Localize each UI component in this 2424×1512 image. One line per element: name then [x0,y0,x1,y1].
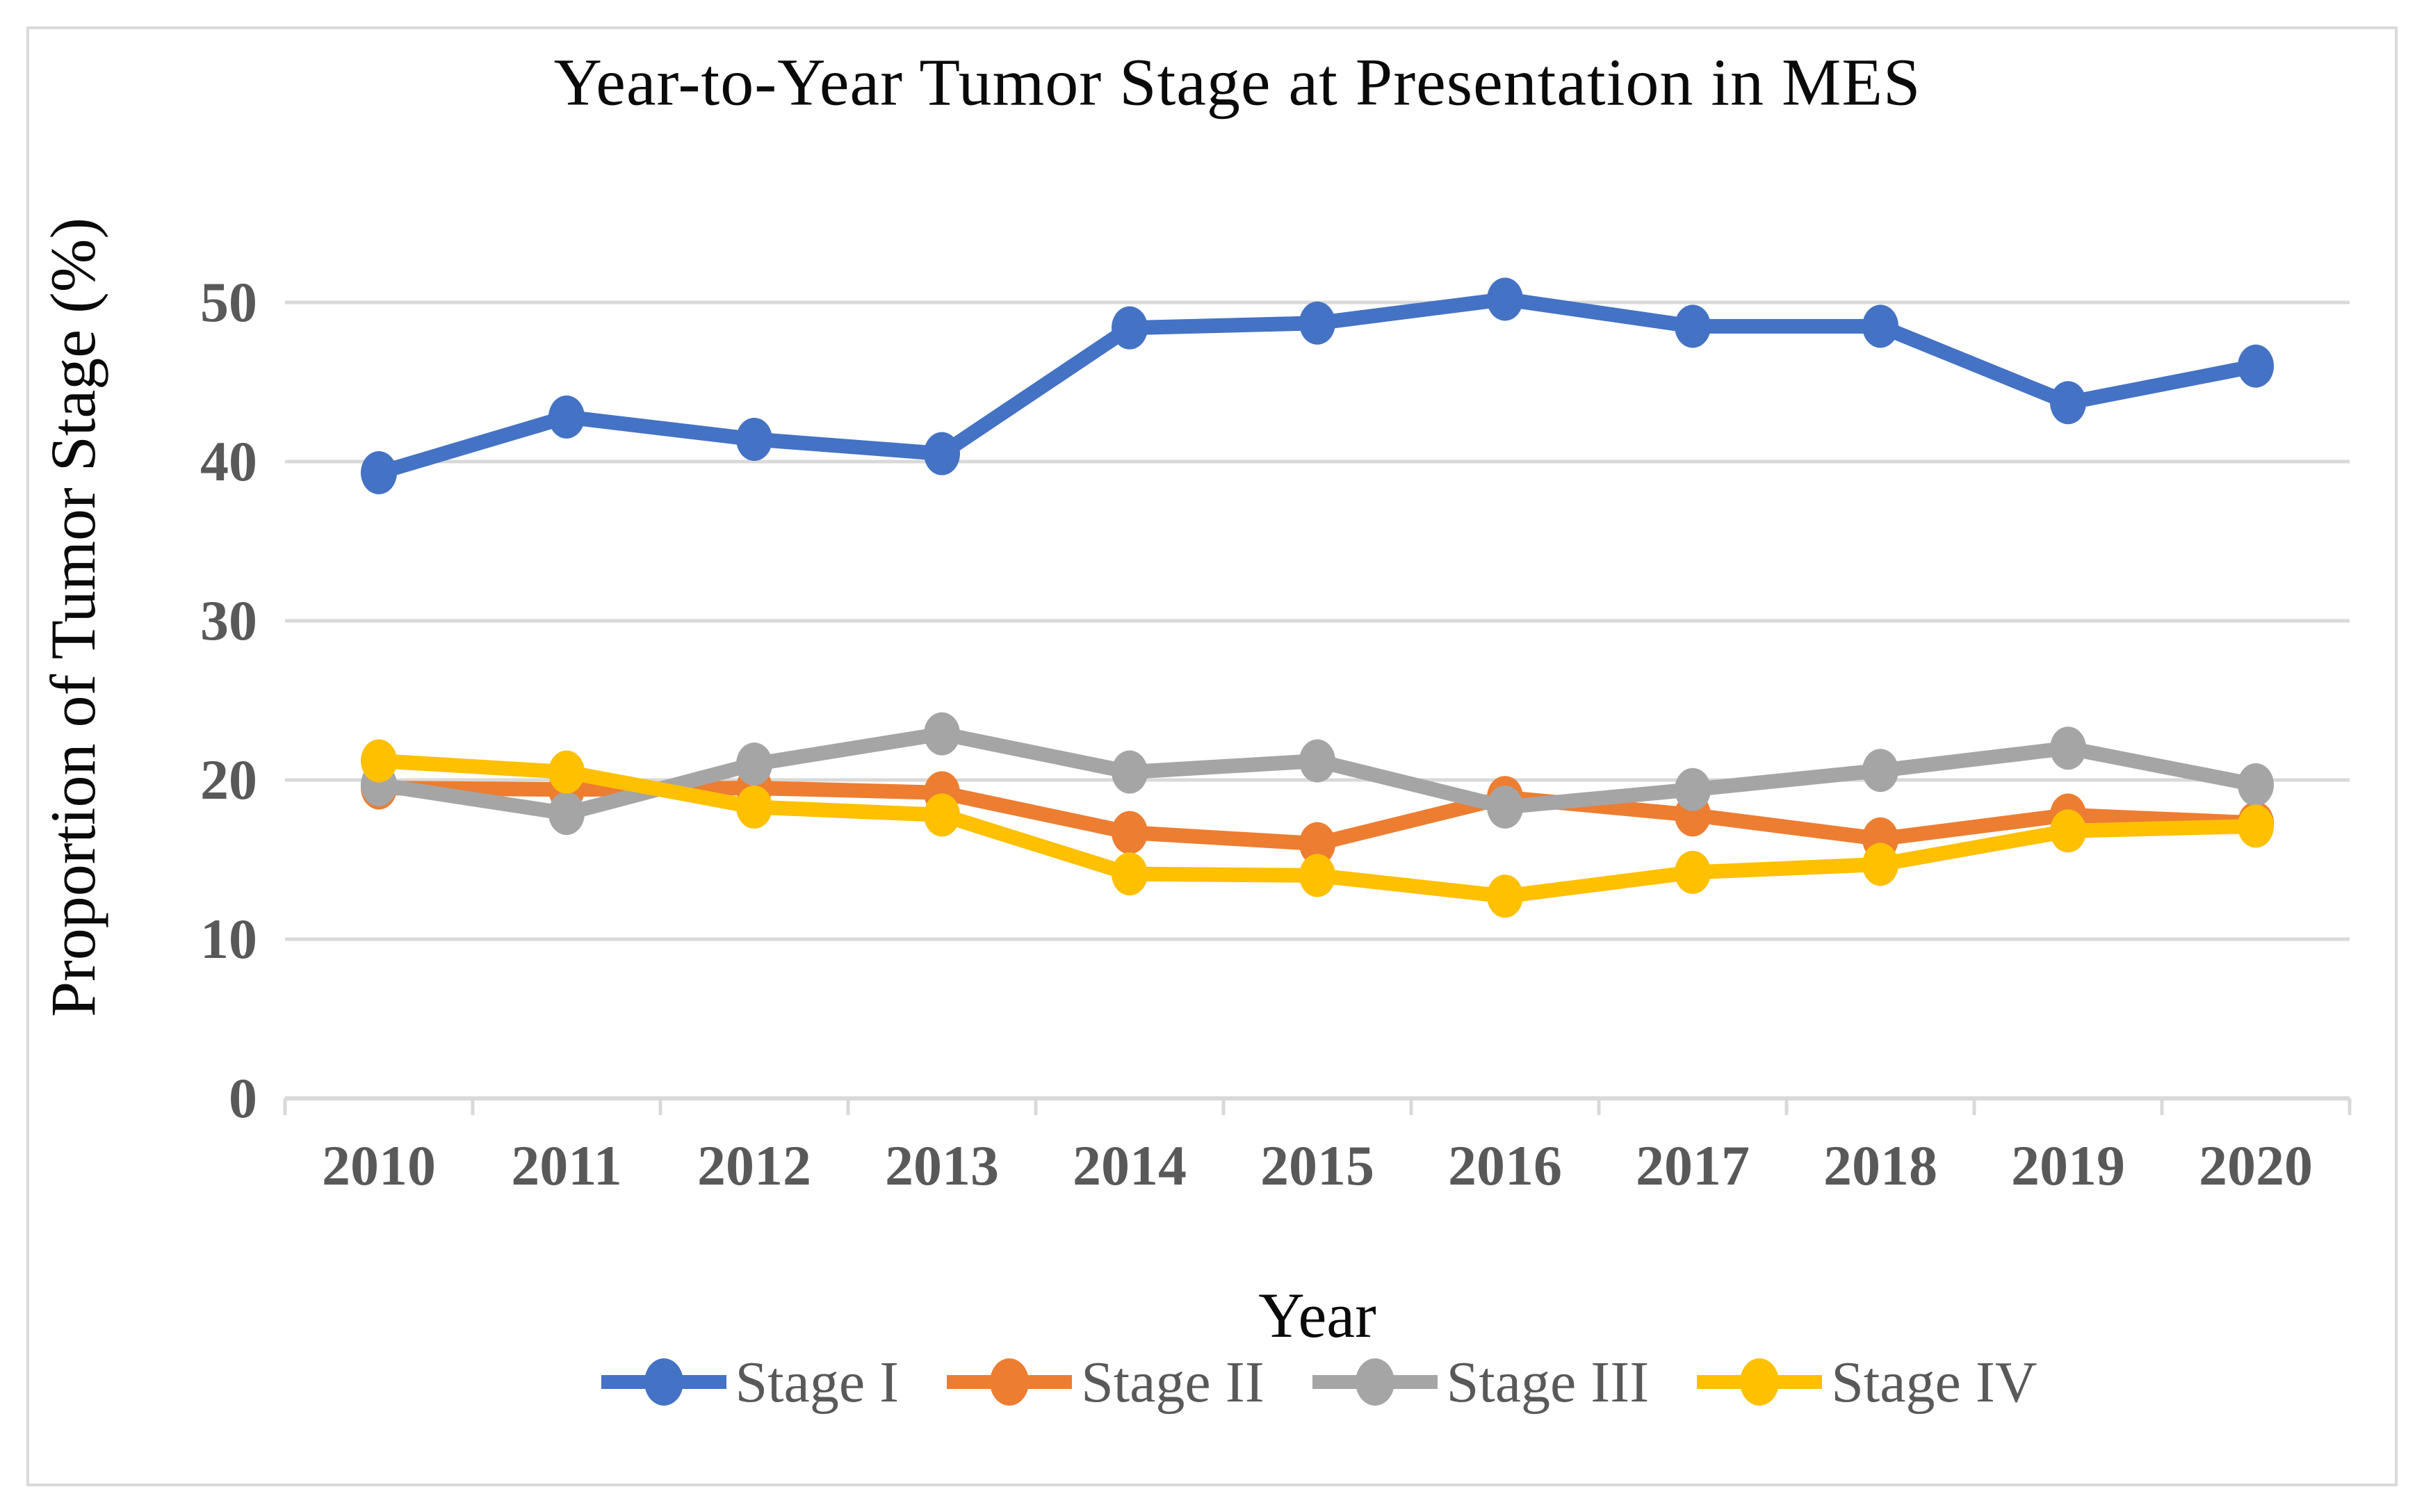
data-point-stage-iii [924,712,960,756]
data-point-stage-ii [1299,822,1335,865]
x-tick-label: 2015 [1260,1134,1374,1197]
legend-point [1740,1358,1780,1406]
data-point-stage-iii [1112,750,1148,794]
legend-label: Stage II [1081,1349,1264,1415]
data-point-stage-iii [1299,739,1335,783]
data-point-stage-iv [924,793,960,837]
data-point-stage-i [1299,301,1335,345]
data-point-stage-iv [1675,850,1711,894]
x-tick-label: 2020 [2199,1134,2313,1197]
legend-item-stage-iv: Stage IV [1693,1349,2037,1416]
data-point-stage-iii [1487,785,1523,829]
x-axis-title: Year [1258,1280,1376,1351]
data-point-stage-ii [1112,811,1148,854]
legend-label: Stage I [735,1349,900,1415]
x-tick-label: 2018 [1823,1134,1937,1197]
legend-point [1355,1358,1394,1406]
data-point-stage-i [924,432,960,475]
data-point-stage-iv [2238,804,2274,848]
y-tick-label: 10 [200,907,257,970]
legend-marker-icon [947,1358,1073,1406]
data-point-stage-iv [1299,854,1335,897]
legend-marker-icon [1312,1358,1438,1406]
x-tick-label: 2011 [511,1134,622,1197]
x-tick-label: 2017 [1636,1134,1750,1197]
data-point-stage-iii [2050,726,2086,770]
x-tick-label: 2014 [1073,1134,1187,1197]
data-point-stage-iv [736,785,772,829]
legend-point [644,1358,683,1406]
legend-point [990,1358,1030,1406]
data-point-stage-i [1862,304,1898,348]
data-point-stage-i [736,417,772,461]
data-point-stage-iii [1675,767,1711,811]
x-tick-label: 2019 [2011,1134,2125,1197]
legend-marker-icon [601,1358,726,1406]
legend-label: Stage III [1446,1349,1650,1415]
data-point-stage-i [1675,304,1711,348]
legend: Stage I Stage II Stage III Stage IV [285,1340,2350,1424]
data-point-stage-iv [361,739,397,783]
chart-title: Year-to-Year Tumor Stage at Presentation… [553,44,1921,120]
y-tick-label: 50 [200,270,257,334]
legend-item-stage-i: Stage I [598,1349,900,1416]
y-tick-label: 0 [229,1066,257,1130]
data-point-stage-iii [548,792,585,836]
data-point-stage-i [1112,306,1148,350]
legend-item-stage-iii: Stage III [1309,1349,1650,1416]
data-point-stage-iv [1112,852,1148,896]
data-point-stage-iv [548,750,585,794]
data-point-stage-iii [736,742,772,786]
legend-item-stage-ii: Stage II [943,1349,1264,1416]
data-point-stage-iv [2050,809,2086,853]
x-tick-label: 2016 [1448,1134,1562,1197]
y-tick-label: 40 [200,430,257,493]
data-point-stage-iii [1862,749,1898,792]
data-point-stage-i [1487,277,1523,321]
y-tick-label: 30 [200,589,257,652]
legend-marker-icon [1697,1358,1823,1406]
data-point-stage-i [2050,381,2086,425]
data-point-stage-iv [1862,843,1898,886]
legend-label: Stage IV [1831,1349,2037,1415]
data-point-stage-i [2238,344,2274,388]
data-point-stage-iii [2238,763,2274,806]
x-tick-label: 2013 [885,1134,999,1197]
y-tick-label: 20 [200,748,257,811]
data-point-stage-i [548,395,585,439]
data-point-stage-i [361,451,397,495]
data-point-stage-iv [1487,875,1523,918]
x-tick-label: 2010 [322,1134,436,1197]
x-tick-label: 2012 [697,1134,811,1197]
